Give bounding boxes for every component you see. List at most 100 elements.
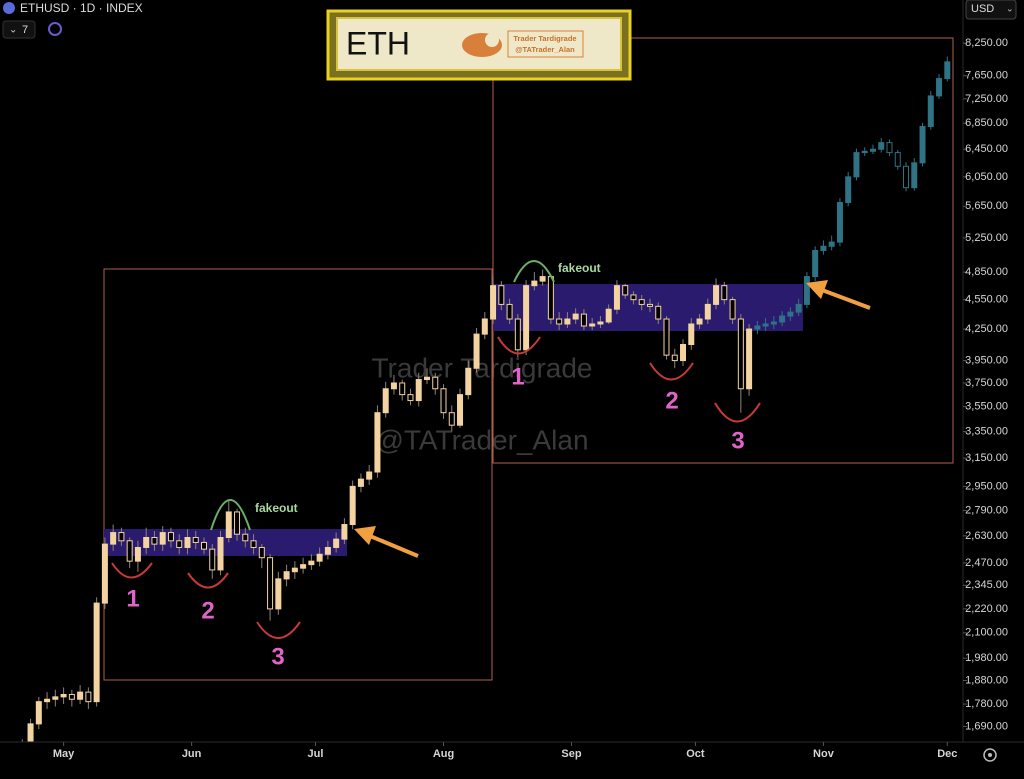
indicator-count[interactable]: 7 xyxy=(22,24,28,36)
candle-body xyxy=(258,546,265,559)
fakeout-arc xyxy=(513,260,555,283)
y-tick-label: 2,220.00 xyxy=(965,603,1008,615)
annotation-arcs xyxy=(111,260,761,639)
candle-body xyxy=(539,276,546,282)
candle-body xyxy=(630,294,637,301)
candle-body xyxy=(878,142,885,150)
candle-body xyxy=(597,321,604,325)
candle-body xyxy=(655,305,662,320)
candle-body xyxy=(267,557,274,610)
candle-body xyxy=(407,394,414,402)
currency-label[interactable]: USD xyxy=(971,3,994,15)
candle-body xyxy=(473,333,480,369)
y-tick-label: 1,780.00 xyxy=(965,698,1008,710)
candle-body xyxy=(159,532,166,545)
candle-body xyxy=(713,285,720,305)
candle-body xyxy=(316,553,323,562)
candle-body xyxy=(118,532,125,542)
fakeout-label: fakeout xyxy=(255,501,298,515)
touch-label: 2 xyxy=(665,387,678,414)
candle-body xyxy=(167,532,174,542)
candle-body xyxy=(737,318,744,390)
candle-body xyxy=(184,536,191,548)
logo-icon xyxy=(462,33,502,57)
touch-label: 1 xyxy=(511,363,524,390)
candle-body xyxy=(68,693,75,700)
y-tick-label: 6,850.00 xyxy=(965,117,1008,129)
candle-body xyxy=(646,303,653,307)
y-tick-label: 3,350.00 xyxy=(965,425,1008,437)
candle-body xyxy=(853,152,860,178)
support-arc xyxy=(497,336,541,355)
candle-body xyxy=(448,412,455,426)
y-tick-label: 2,790.00 xyxy=(965,504,1008,516)
candle-body xyxy=(622,285,629,296)
arrow xyxy=(821,288,871,310)
candle-body xyxy=(300,564,307,569)
candle-body xyxy=(605,308,612,323)
candle-body xyxy=(366,471,373,480)
candle-body xyxy=(291,567,298,573)
touch-label: 1 xyxy=(126,585,139,612)
candle-body xyxy=(638,299,645,305)
candle-body xyxy=(828,241,835,247)
settings-icon-core xyxy=(988,753,992,757)
arrow-head xyxy=(354,526,376,545)
candle-body xyxy=(432,376,439,390)
logo-handle: @TATrader_Alan xyxy=(515,45,575,54)
indicator-button[interactable] xyxy=(2,20,36,39)
settings-icon[interactable] xyxy=(983,748,997,762)
touch-label: 3 xyxy=(271,643,284,670)
candle-body xyxy=(498,285,505,305)
indicator-chevron: ⌄ xyxy=(9,25,17,36)
refresh-icon[interactable] xyxy=(48,22,62,36)
candle-body xyxy=(944,61,951,80)
candle-body xyxy=(151,536,158,545)
candle-body xyxy=(85,691,92,703)
y-tick-label: 1,690.00 xyxy=(965,720,1008,732)
candle-body xyxy=(589,323,596,327)
candle-body xyxy=(349,485,356,526)
y-tick-label: 4,850.00 xyxy=(965,266,1008,278)
candle-body xyxy=(101,543,108,604)
candle-body xyxy=(110,532,117,545)
currency-button[interactable] xyxy=(965,0,1017,20)
candle-body xyxy=(572,313,579,320)
candle-body xyxy=(547,276,554,320)
candle-body xyxy=(746,328,753,390)
y-tick-label: 1,880.00 xyxy=(965,674,1008,686)
x-tick-label: Sep xyxy=(561,748,581,760)
candle-body xyxy=(523,285,530,351)
candle-body xyxy=(209,548,216,571)
y-tick-label: 2,470.00 xyxy=(965,557,1008,569)
candle-body xyxy=(812,249,819,278)
candle-body xyxy=(704,303,711,320)
candle-body xyxy=(869,148,876,152)
candle-body xyxy=(440,388,447,414)
candle-body xyxy=(886,142,893,154)
candle-body xyxy=(423,376,430,381)
candle-body xyxy=(903,165,910,189)
y-tick-label: 8,250.00 xyxy=(965,37,1008,49)
x-tick-label: Jun xyxy=(182,748,202,760)
candle-body xyxy=(390,382,397,390)
candle-body xyxy=(795,303,802,313)
y-tick-label: 3,150.00 xyxy=(965,452,1008,464)
candle-body xyxy=(465,367,472,396)
candle-body xyxy=(333,538,340,548)
candle-body xyxy=(399,382,406,396)
y-tick-label: 5,650.00 xyxy=(965,200,1008,212)
candle-body xyxy=(688,323,695,346)
range-box xyxy=(492,37,954,464)
candle-body xyxy=(415,379,422,402)
icon-eye xyxy=(485,33,499,47)
candle-body xyxy=(234,511,241,535)
candle-body xyxy=(779,315,786,323)
candle-body xyxy=(564,318,571,325)
candle-body xyxy=(803,276,810,305)
range-box xyxy=(103,268,493,681)
y-tick-label: 6,050.00 xyxy=(965,171,1008,183)
candle-body xyxy=(490,285,497,320)
